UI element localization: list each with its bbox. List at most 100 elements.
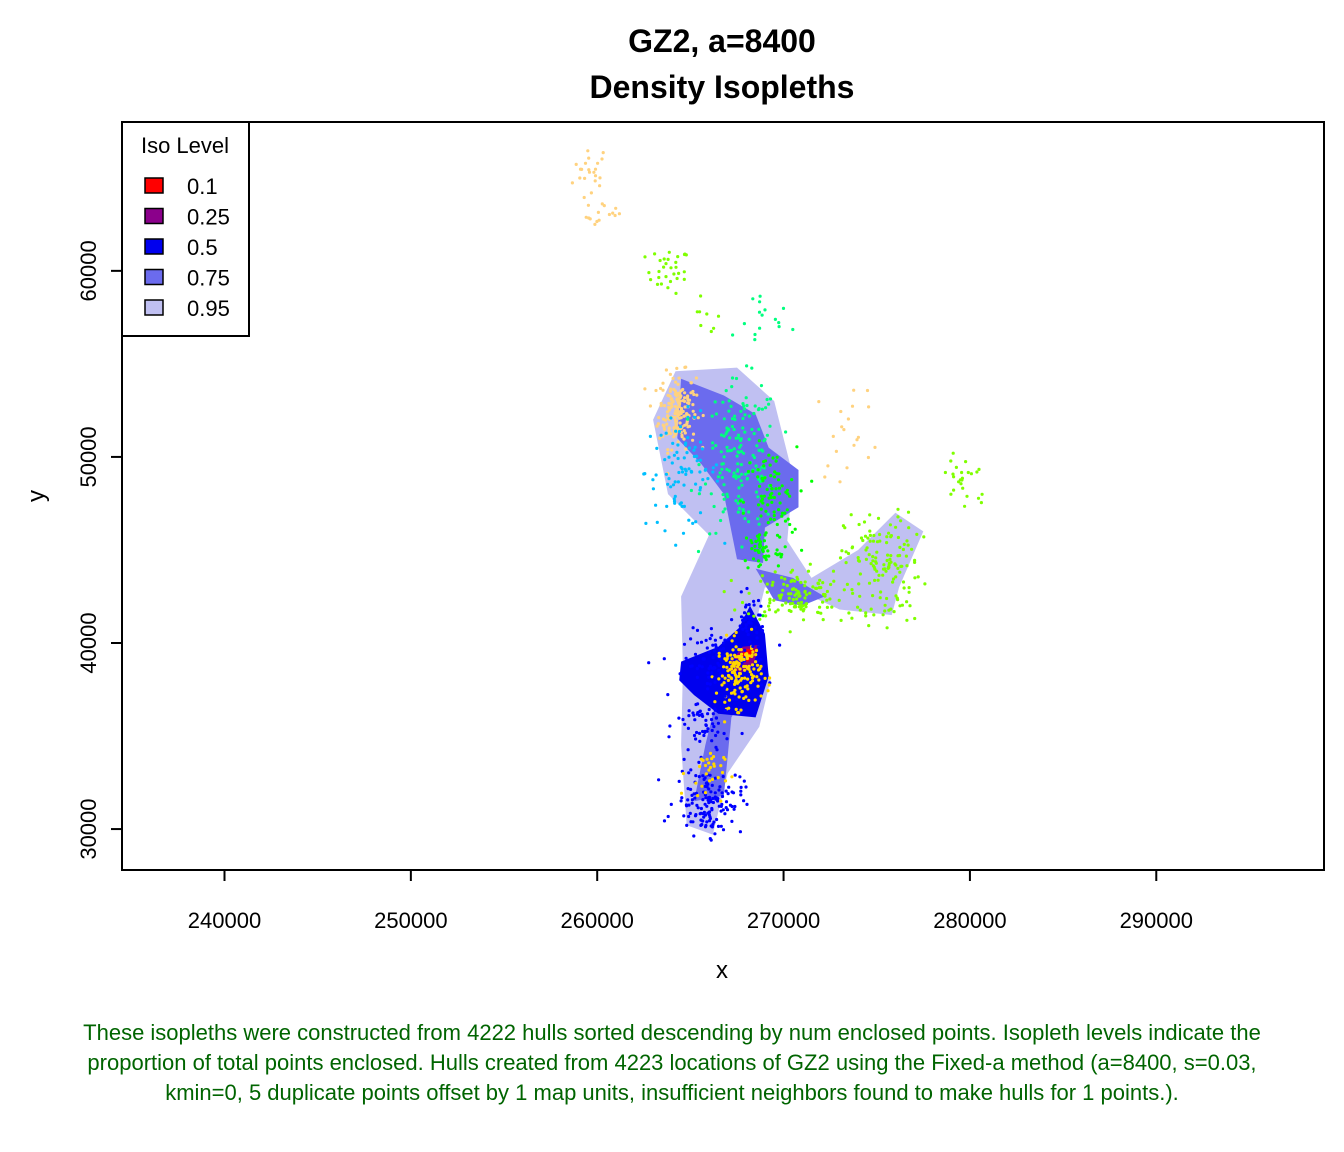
location-point: [960, 470, 964, 475]
location-point: [712, 326, 716, 330]
location-point: [745, 629, 749, 633]
location-point: [655, 424, 659, 428]
location-point: [781, 306, 786, 310]
location-point: [702, 657, 706, 661]
location-point: [711, 466, 715, 470]
location-point: [765, 582, 769, 586]
location-point: [840, 549, 844, 553]
location-point: [715, 817, 719, 822]
location-point: [780, 576, 784, 580]
location-point: [775, 548, 779, 552]
legend: Iso Level 0.1 0.25 0.5 0.75 0.95: [121, 121, 250, 337]
location-point: [785, 584, 789, 588]
location-point: [744, 785, 748, 789]
location-point: [755, 675, 759, 679]
location-point: [767, 554, 771, 558]
location-point: [644, 521, 648, 526]
location-point: [790, 530, 794, 534]
location-point: [879, 590, 883, 594]
location-point: [737, 506, 742, 510]
location-point: [868, 529, 872, 533]
location-point: [737, 671, 742, 676]
location-point: [759, 664, 763, 669]
location-point: [961, 486, 965, 490]
location-point: [684, 803, 689, 807]
location-point: [774, 552, 778, 556]
location-point: [769, 483, 773, 488]
location-point: [716, 824, 721, 829]
location-point: [703, 729, 707, 733]
location-point: [871, 594, 875, 598]
location-point: [719, 764, 723, 768]
location-point: [687, 398, 692, 402]
location-point: [664, 262, 668, 266]
location-point: [598, 176, 602, 180]
location-point: [841, 524, 846, 528]
location-point: [772, 475, 777, 479]
location-point: [741, 618, 745, 623]
location-point: [793, 527, 797, 531]
location-point: [679, 799, 683, 803]
location-point: [747, 437, 751, 441]
location-point: [718, 785, 722, 789]
location-point: [766, 689, 770, 693]
location-point: [678, 421, 682, 425]
location-point: [710, 728, 714, 733]
location-point: [743, 517, 747, 521]
location-point: [719, 824, 723, 828]
location-point: [713, 680, 717, 684]
location-point: [684, 472, 688, 476]
location-point: [697, 760, 701, 765]
location-point: [730, 819, 734, 824]
location-point: [723, 779, 728, 783]
location-point: [737, 674, 741, 679]
location-point: [790, 568, 795, 572]
location-point: [804, 593, 809, 597]
location-point: [668, 724, 672, 728]
location-point: [885, 535, 889, 539]
location-point: [727, 399, 731, 403]
location-point: [722, 417, 726, 421]
location-point: [659, 401, 663, 406]
location-point: [720, 794, 725, 799]
y-axis-title: y: [23, 490, 50, 502]
location-point: [578, 167, 583, 171]
location-point: [670, 448, 674, 452]
location-point: [767, 604, 771, 608]
location-point: [719, 809, 723, 813]
location-point: [799, 600, 804, 605]
location-point: [753, 332, 757, 337]
location-point: [898, 545, 902, 550]
location-point: [744, 623, 748, 627]
location-point: [847, 611, 851, 615]
location-point: [749, 681, 753, 685]
location-point: [692, 415, 697, 419]
location-point: [717, 677, 721, 681]
location-point: [736, 436, 740, 440]
location-point: [885, 558, 889, 563]
location-point: [751, 644, 755, 649]
location-point: [707, 707, 711, 712]
location-point: [682, 414, 686, 418]
location-point: [617, 212, 622, 216]
location-point: [733, 804, 737, 809]
location-point: [768, 424, 772, 428]
location-point: [830, 605, 834, 609]
location-point: [776, 608, 780, 612]
location-point: [896, 535, 901, 540]
location-point: [758, 294, 762, 298]
location-point: [758, 545, 762, 549]
location-point: [845, 582, 850, 587]
location-point: [657, 416, 661, 420]
location-point: [686, 798, 690, 802]
location-point: [713, 676, 717, 680]
location-point: [751, 557, 756, 561]
location-point: [592, 170, 596, 174]
y-tick-label: 40000: [76, 612, 101, 673]
location-point: [693, 718, 697, 722]
location-point: [677, 429, 682, 434]
location-point: [676, 480, 681, 484]
location-point: [701, 413, 705, 418]
location-point: [898, 604, 902, 608]
